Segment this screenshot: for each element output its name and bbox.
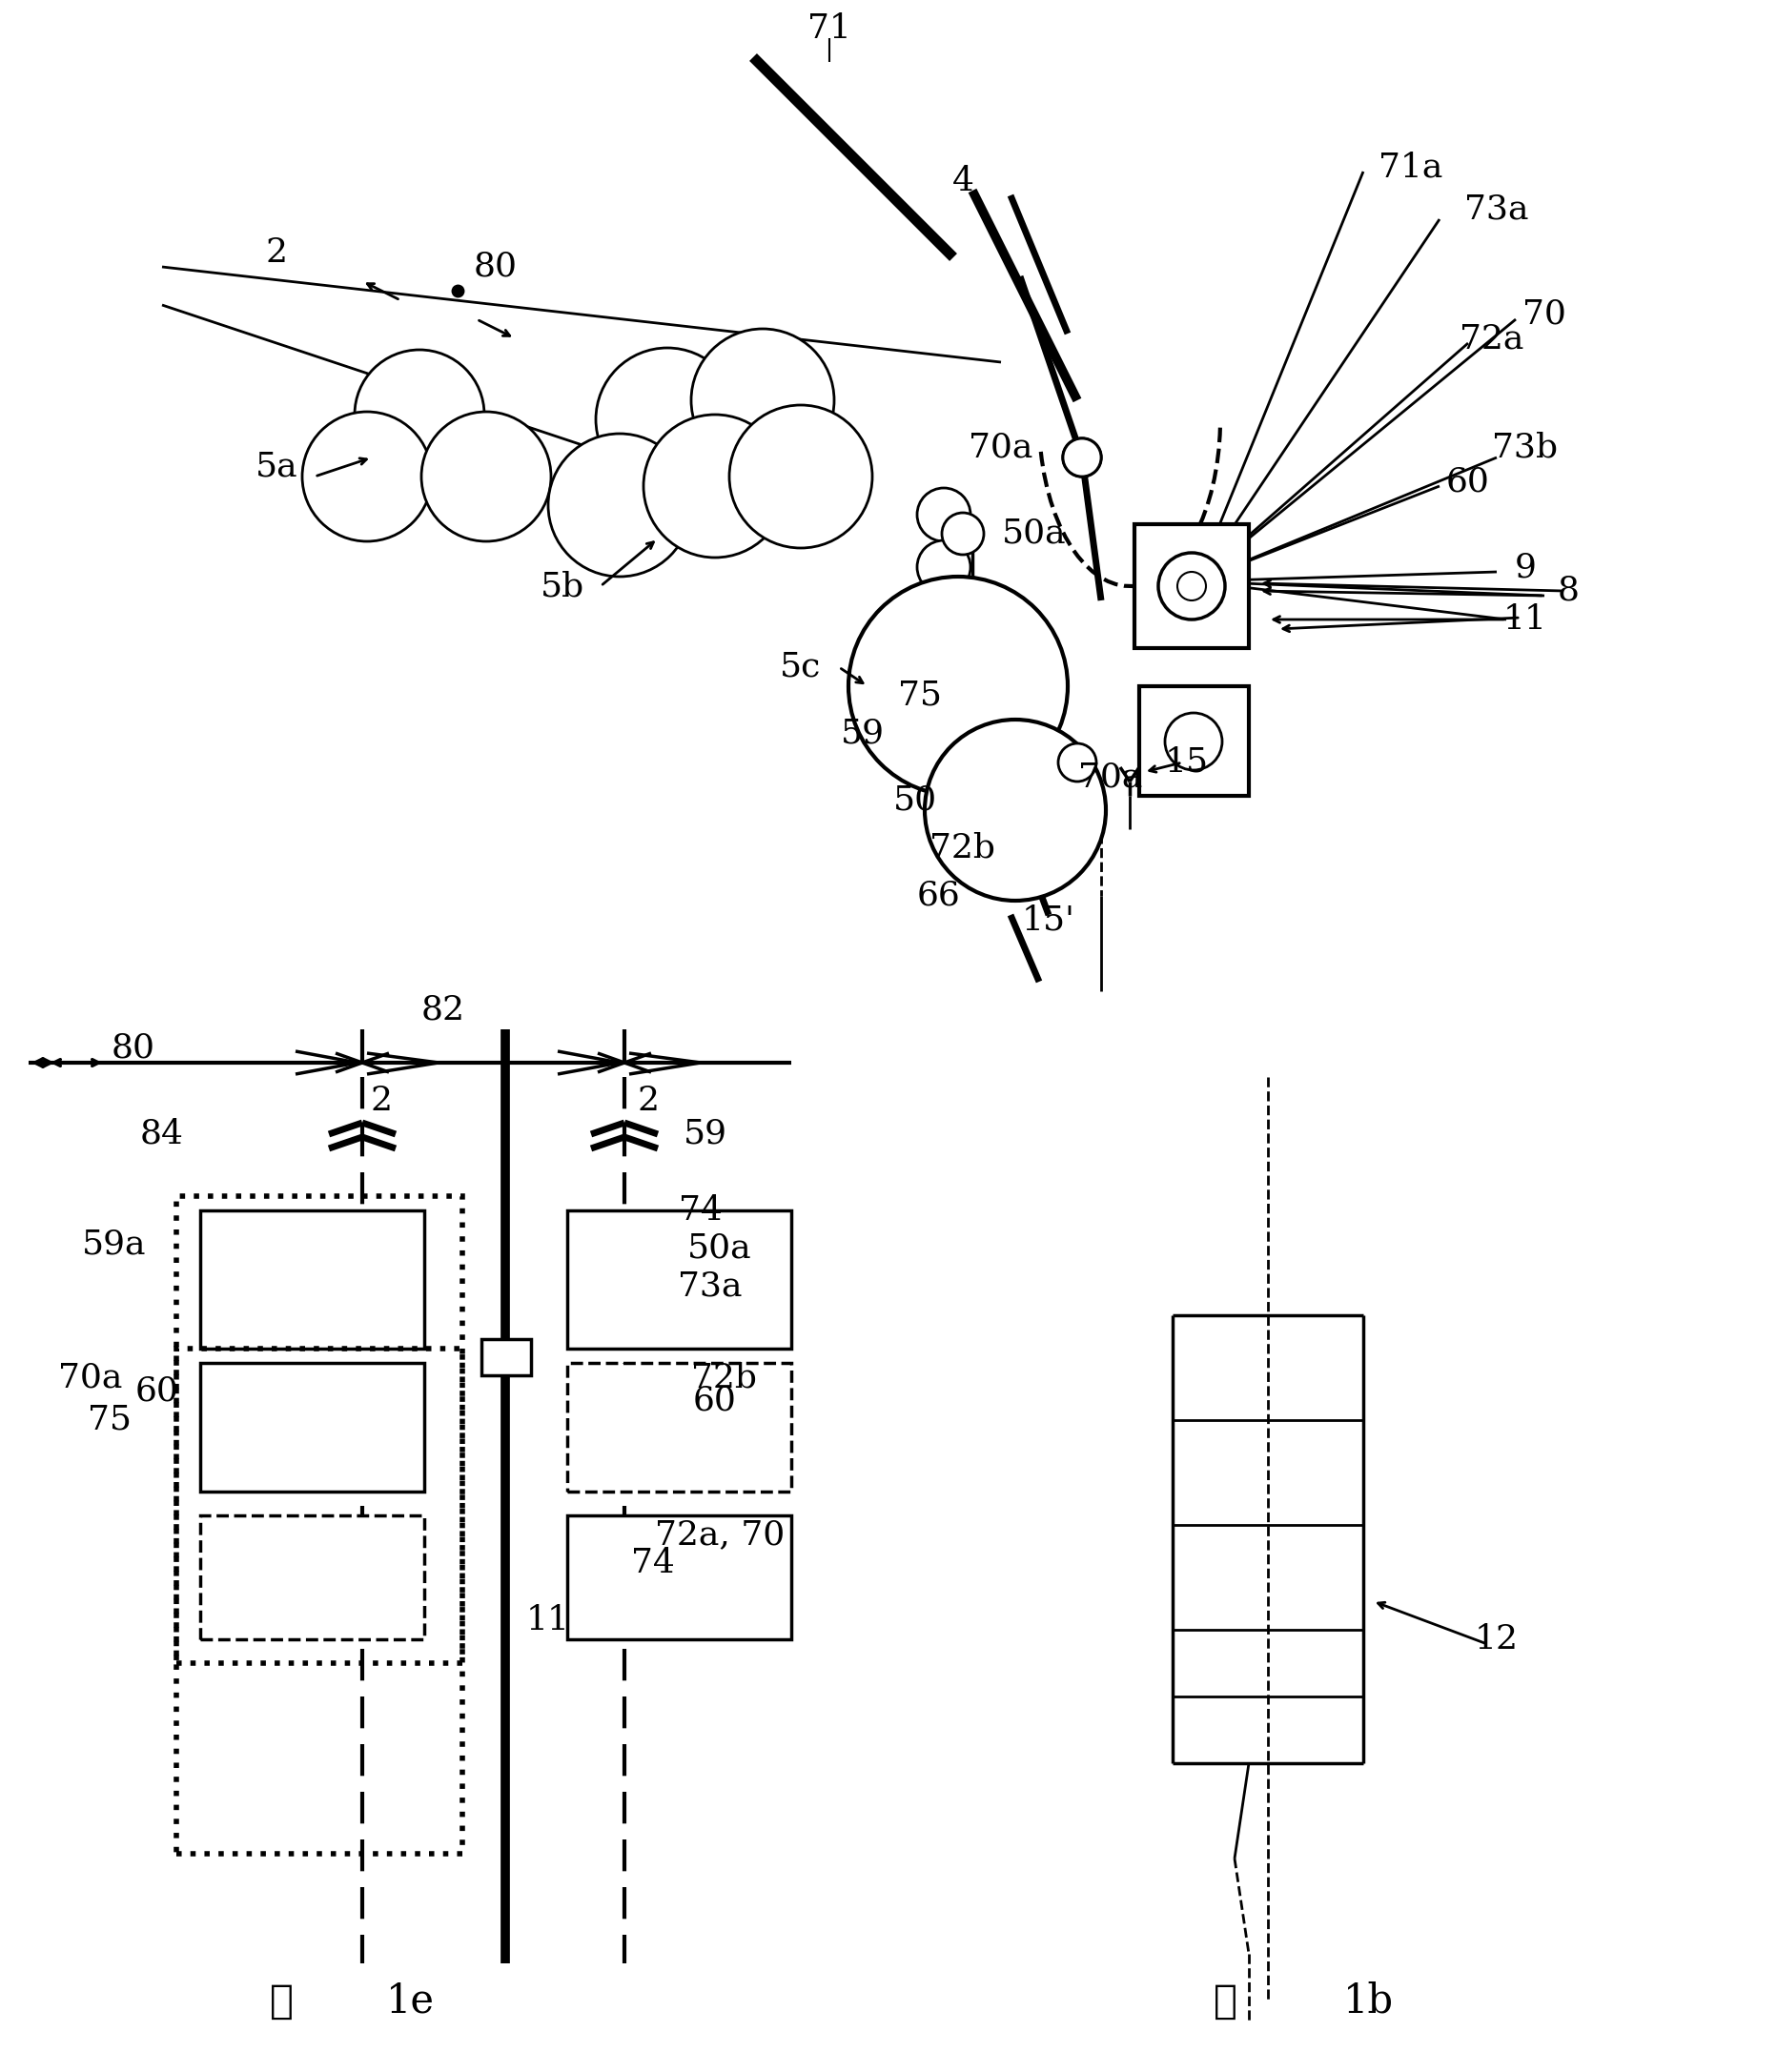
- Text: 73a: 73a: [1464, 193, 1528, 226]
- Circle shape: [302, 412, 432, 541]
- Circle shape: [924, 719, 1105, 901]
- Text: 70a: 70a: [59, 1361, 123, 1392]
- Circle shape: [729, 404, 873, 547]
- Text: 11: 11: [526, 1604, 570, 1637]
- Text: 50: 50: [894, 785, 936, 816]
- Text: 11: 11: [1503, 603, 1548, 636]
- Bar: [567, 1363, 791, 1492]
- Bar: [176, 1349, 462, 1664]
- Text: 5b: 5b: [540, 570, 585, 603]
- Circle shape: [917, 489, 970, 541]
- Text: 15': 15': [1022, 903, 1075, 937]
- Text: 72b: 72b: [929, 833, 995, 864]
- Circle shape: [691, 329, 833, 472]
- Text: 72a, 70: 72a, 70: [654, 1519, 785, 1550]
- Bar: [482, 1339, 531, 1376]
- Circle shape: [547, 433, 691, 576]
- Text: 80: 80: [474, 251, 517, 284]
- Text: 2: 2: [370, 1084, 393, 1117]
- Text: 60: 60: [1446, 464, 1489, 497]
- Text: 59a: 59a: [82, 1227, 146, 1260]
- Text: 59: 59: [684, 1119, 727, 1150]
- Text: 5a: 5a: [256, 452, 299, 483]
- Circle shape: [1159, 553, 1224, 620]
- Circle shape: [1057, 744, 1096, 781]
- Text: 2: 2: [265, 236, 288, 269]
- Text: 74: 74: [631, 1548, 675, 1579]
- Bar: [1139, 686, 1249, 796]
- Text: 72a: 72a: [1461, 321, 1525, 354]
- Text: 50a: 50a: [1002, 518, 1066, 549]
- Text: 71a: 71a: [1379, 151, 1443, 182]
- Bar: [201, 1210, 425, 1349]
- Text: 74: 74: [679, 1193, 723, 1227]
- Text: 5c: 5c: [780, 651, 821, 684]
- Circle shape: [1166, 713, 1223, 771]
- Circle shape: [355, 350, 485, 479]
- Text: 72b: 72b: [691, 1361, 757, 1392]
- Bar: [567, 1515, 791, 1639]
- Bar: [201, 1363, 425, 1492]
- Text: 71: 71: [807, 12, 851, 46]
- Text: 1e: 1e: [386, 1981, 434, 2022]
- Text: 66: 66: [917, 881, 961, 912]
- Text: 75: 75: [897, 680, 942, 713]
- Text: 图: 图: [270, 1981, 293, 2022]
- Text: 59: 59: [841, 717, 885, 750]
- Bar: [201, 1515, 425, 1639]
- Text: 12: 12: [1475, 1622, 1519, 1656]
- Text: 60: 60: [135, 1376, 179, 1407]
- Circle shape: [1063, 439, 1102, 477]
- Circle shape: [1178, 572, 1207, 601]
- Text: 4: 4: [952, 166, 974, 197]
- Text: 图: 图: [1214, 1981, 1237, 2022]
- Text: 80: 80: [112, 1032, 155, 1065]
- Text: 73b: 73b: [1493, 431, 1558, 464]
- Bar: [567, 1210, 791, 1349]
- Circle shape: [595, 348, 739, 491]
- Circle shape: [643, 414, 787, 557]
- Text: 75: 75: [87, 1405, 131, 1436]
- Text: 8: 8: [1557, 574, 1580, 607]
- Text: 60: 60: [693, 1384, 737, 1417]
- Bar: [176, 1196, 462, 1854]
- Circle shape: [1063, 439, 1102, 477]
- Bar: [1134, 524, 1249, 649]
- Circle shape: [917, 541, 970, 595]
- Text: 15: 15: [1166, 746, 1208, 779]
- Text: 70a: 70a: [968, 431, 1032, 464]
- Text: 82: 82: [421, 995, 466, 1026]
- Text: 84: 84: [140, 1119, 185, 1150]
- Circle shape: [421, 412, 551, 541]
- Text: 1b: 1b: [1343, 1981, 1393, 2022]
- Text: 9: 9: [1514, 551, 1537, 584]
- Text: 73a: 73a: [679, 1270, 743, 1303]
- Text: 70: 70: [1523, 298, 1566, 332]
- Text: 2: 2: [638, 1084, 659, 1117]
- Text: 50a: 50a: [688, 1233, 752, 1264]
- Circle shape: [942, 512, 984, 555]
- Text: 70a: 70a: [1079, 760, 1143, 794]
- Circle shape: [848, 576, 1068, 796]
